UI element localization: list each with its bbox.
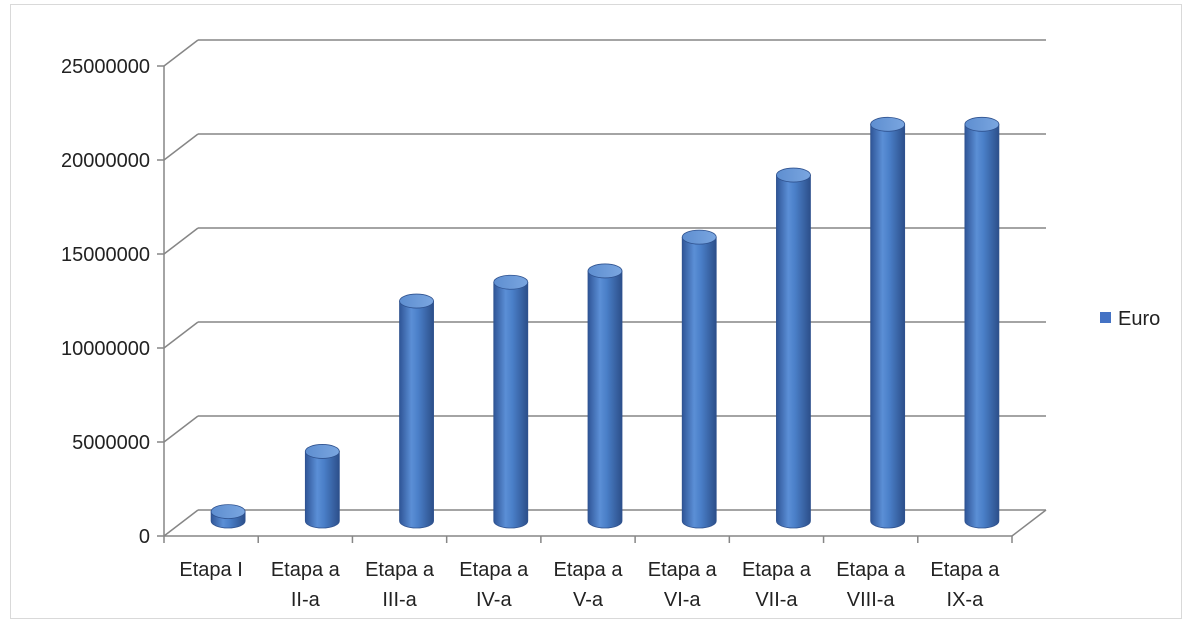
bar-top bbox=[587, 263, 623, 279]
bar bbox=[399, 293, 434, 529]
x-tick-label-line: Etapa a bbox=[930, 559, 1000, 581]
gridline-diagonal bbox=[163, 415, 199, 443]
x-tick-label-line: Etapa a bbox=[554, 559, 624, 581]
legend-label: Euro bbox=[1118, 308, 1160, 330]
y-tick-label: 25000000 bbox=[61, 56, 150, 78]
x-tick-label-line: Etapa a bbox=[459, 559, 529, 581]
x-tick-label-line: Etapa I bbox=[179, 559, 242, 581]
x-tick-label-line: VIII-a bbox=[847, 589, 896, 611]
x-tick-label-line: VII-a bbox=[755, 589, 798, 611]
gridline-diagonal bbox=[163, 509, 199, 537]
bar bbox=[870, 116, 906, 529]
bar bbox=[681, 229, 717, 529]
x-tick-label: Etapa a II-a bbox=[271, 559, 341, 611]
legend: Euro bbox=[1100, 308, 1160, 330]
x-tick-label-line: Etapa a bbox=[742, 559, 812, 581]
bar-body bbox=[681, 236, 717, 529]
bar bbox=[210, 504, 246, 529]
bar-body bbox=[776, 174, 811, 529]
y-tick-label: 20000000 bbox=[61, 150, 150, 172]
bar-top bbox=[399, 293, 434, 309]
y-tick-label: 10000000 bbox=[61, 338, 150, 360]
bar bbox=[964, 116, 1000, 529]
x-tick-label-line: IV-a bbox=[476, 589, 512, 611]
x-tick-label: Etapa a VI-a bbox=[648, 559, 718, 611]
bar-body bbox=[587, 270, 623, 529]
x-tick-label-line: Etapa a bbox=[271, 559, 341, 581]
legend-swatch bbox=[1100, 312, 1111, 323]
x-tick-label-line: Etapa a bbox=[648, 559, 718, 581]
gridline-diagonal bbox=[163, 227, 199, 255]
gridline-diagonal bbox=[163, 39, 199, 67]
x-tick-label-line: IX-a bbox=[947, 589, 985, 611]
bar-top bbox=[493, 274, 529, 290]
x-tick-label: Etapa a IV-a bbox=[459, 559, 529, 611]
x-tick-label-line: VI-a bbox=[664, 589, 702, 611]
x-tick-label-line: II-a bbox=[291, 589, 321, 611]
bar-body bbox=[304, 451, 340, 529]
y-tick-label: 5000000 bbox=[72, 432, 150, 454]
bar-top bbox=[304, 444, 340, 459]
bars bbox=[210, 116, 1000, 529]
x-tick-label: Etapa a V-a bbox=[554, 559, 624, 611]
x-tick-label-line: Etapa a bbox=[365, 559, 435, 581]
x-tick-label: Etapa a VIII-a bbox=[836, 559, 906, 611]
bar-body bbox=[493, 281, 529, 529]
bar-top bbox=[210, 504, 246, 520]
bar bbox=[587, 263, 623, 529]
x-axis-labels: Etapa I Etapa a II-a Etapa a III-a Etapa a IV-… bbox=[179, 559, 1000, 611]
bar-top bbox=[870, 116, 906, 132]
bar-body bbox=[964, 123, 1000, 529]
x-tick-label: Etapa a IX-a bbox=[930, 559, 1000, 611]
x-tick-label-line: V-a bbox=[573, 589, 604, 611]
floor-right-edge bbox=[1011, 509, 1047, 537]
bar-top bbox=[681, 229, 717, 245]
x-tick-label-line: III-a bbox=[382, 589, 417, 611]
bar bbox=[493, 274, 529, 529]
x-tick-label: Etapa I bbox=[179, 559, 242, 581]
y-axis-ticks: 0 5000000 10000000 15000000 20000000 25000000 bbox=[61, 56, 1013, 548]
y-tick-label: 0 bbox=[139, 526, 150, 548]
x-tick-label: Etapa a VII-a bbox=[742, 559, 812, 611]
bar bbox=[776, 167, 811, 529]
bar-top bbox=[776, 167, 811, 183]
x-tick-label: Etapa a III-a bbox=[365, 559, 435, 611]
bar-body bbox=[399, 300, 434, 529]
bar bbox=[304, 444, 340, 529]
x-tick-label-line: Etapa a bbox=[836, 559, 906, 581]
y-tick-label: 15000000 bbox=[61, 244, 150, 266]
gridline-diagonal bbox=[163, 321, 199, 349]
chart-walls bbox=[163, 66, 1047, 537]
bar-body bbox=[870, 123, 906, 529]
bar-top bbox=[964, 116, 1000, 132]
gridline-diagonal bbox=[163, 133, 199, 161]
